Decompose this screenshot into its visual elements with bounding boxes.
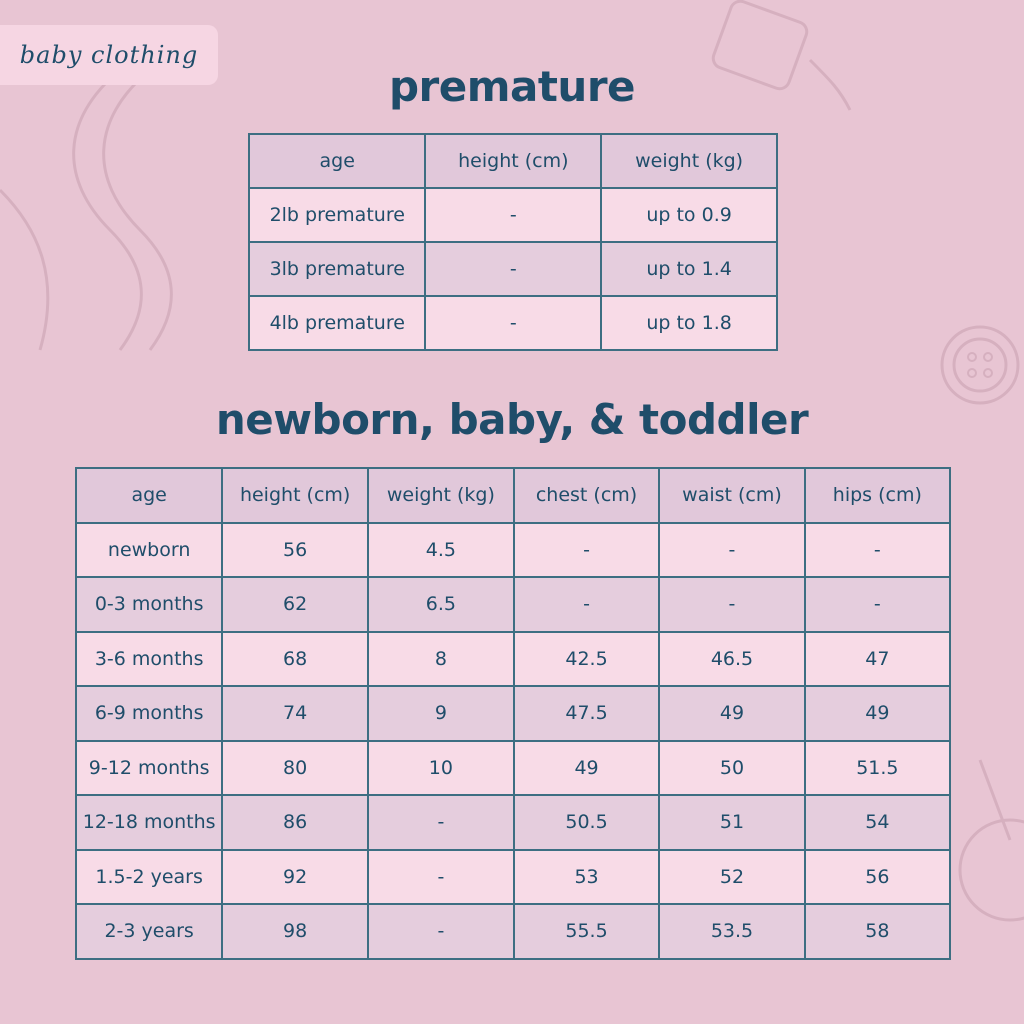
age-cell: 3lb premature	[247, 241, 427, 297]
column-header: height (cm)	[424, 133, 603, 189]
value-cell: -	[658, 576, 806, 633]
value-cell: 74	[221, 685, 369, 742]
thread-spool-doodle	[711, 0, 852, 111]
baby-toddler-size-table: age height (cm) weight (kg) chest (cm) waist…	[74, 467, 952, 960]
value-cell: 56	[221, 521, 369, 578]
column-header: hips (cm)	[803, 467, 952, 524]
value-cell: 49	[803, 685, 952, 742]
table-row: newborn 56 4.5- - -	[74, 521, 952, 578]
age-cell: 9-12 months	[74, 739, 224, 796]
value-cell: -	[367, 794, 515, 851]
value-cell: 98	[221, 903, 369, 960]
value-cell: 52	[658, 848, 806, 905]
value-cell: 80	[221, 739, 369, 796]
age-cell: 12-18 months	[74, 794, 224, 851]
newborn-baby-toddler-title: newborn, baby, & toddler	[215, 395, 809, 444]
value-cell: 51	[658, 794, 806, 851]
age-cell: 6-9 months	[74, 685, 224, 742]
value-cell: 47	[803, 630, 952, 687]
table-row: 1.5-2 years 92-53 52 56	[74, 848, 952, 905]
value-cell: -	[512, 576, 661, 633]
value-cell: -	[367, 848, 515, 905]
age-cell: 1.5-2 years	[74, 848, 224, 905]
value-cell: -	[803, 521, 952, 578]
value-cell: -	[424, 241, 603, 297]
column-header: age	[247, 133, 427, 189]
column-header: weight (kg)	[600, 133, 778, 189]
age-cell: 2lb premature	[247, 187, 427, 243]
column-header: age	[74, 467, 224, 524]
category-tag: baby clothing	[0, 25, 218, 85]
table-row: 0-3 months 62 6.5- - -	[74, 576, 952, 633]
header-row: age height (cm) weight (kg)	[247, 133, 778, 189]
age-cell: newborn	[74, 521, 224, 578]
measuring-tape-doodle	[0, 68, 173, 351]
value-cell: -	[512, 521, 661, 578]
value-cell: up to 0.9	[600, 187, 778, 243]
value-cell: 51.5	[803, 739, 952, 796]
value-cell: 4.5	[367, 521, 515, 578]
value-cell: 10	[367, 739, 515, 796]
premature-title: premature	[388, 62, 636, 111]
table-row: 9-12 months 80 10 49 50 51.5	[74, 739, 952, 796]
value-cell: 8	[367, 630, 515, 687]
value-cell: 46.5	[658, 630, 806, 687]
header-row: age height (cm) weight (kg) chest (cm) waist…	[74, 467, 952, 524]
button-doodle	[940, 325, 1020, 405]
value-cell: 49	[512, 739, 661, 796]
age-cell: 4lb premature	[247, 295, 427, 351]
premature-size-table: age height (cm) weight (kg) 2lb premature - u…	[247, 133, 778, 351]
table-row: 6-9 months 74 9 47.5 49 49	[74, 685, 952, 742]
value-cell: 50.5	[512, 794, 661, 851]
table-row: 2-3 years 98-55.5 53.5 58	[74, 903, 952, 960]
age-cell: 2-3 years	[74, 903, 224, 960]
value-cell: 68	[221, 630, 369, 687]
value-cell: 54	[803, 794, 952, 851]
table-row: 3lb premature - up to 1.4	[247, 241, 778, 297]
column-header: weight (kg)	[367, 467, 515, 524]
value-cell: -	[424, 187, 603, 243]
value-cell: 50	[658, 739, 806, 796]
table-row: 12-18 months 86-50.5 51 54	[74, 794, 952, 851]
value-cell: up to 1.8	[600, 295, 778, 351]
column-header: waist (cm)	[658, 467, 806, 524]
value-cell: 49	[658, 685, 806, 742]
value-cell: 86	[221, 794, 369, 851]
value-cell: -	[367, 903, 515, 960]
value-cell: 56	[803, 848, 952, 905]
table-row: 4lb premature - up to 1.8	[247, 295, 778, 351]
value-cell: 92	[221, 848, 369, 905]
age-cell: 3-6 months	[74, 630, 224, 687]
value-cell: 9	[367, 685, 515, 742]
value-cell: 53.5	[658, 903, 806, 960]
yarn-ball-doodle	[958, 759, 1024, 922]
value-cell: 47.5	[512, 685, 661, 742]
value-cell: -	[424, 295, 603, 351]
value-cell: -	[803, 576, 952, 633]
value-cell: 62	[221, 576, 369, 633]
value-cell: -	[658, 521, 806, 578]
value-cell: 58	[803, 903, 952, 960]
value-cell: 42.5	[512, 630, 661, 687]
value-cell: 55.5	[512, 903, 661, 960]
table-row: 3-6 months 68 8 42.5 46.5 47	[74, 630, 952, 687]
value-cell: 6.5	[367, 576, 515, 633]
table-row: 2lb premature - up to 0.9	[247, 187, 778, 243]
age-cell: 0-3 months	[74, 576, 224, 633]
column-header: chest (cm)	[512, 467, 661, 524]
column-header: height (cm)	[221, 467, 369, 524]
value-cell: up to 1.4	[600, 241, 778, 297]
value-cell: 53	[512, 848, 661, 905]
